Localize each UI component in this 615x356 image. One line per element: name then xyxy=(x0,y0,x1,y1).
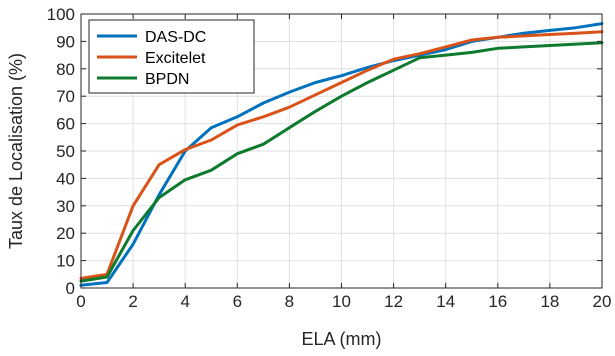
y-tick-label: 50 xyxy=(56,142,75,161)
y-tick-label: 10 xyxy=(56,252,75,271)
x-tick-label: 8 xyxy=(285,292,294,311)
y-tick-label: 40 xyxy=(56,169,75,188)
x-tick-label: 2 xyxy=(128,292,137,311)
x-tick-label: 6 xyxy=(233,292,242,311)
y-tick-label: 20 xyxy=(56,224,75,243)
y-tick-label: 100 xyxy=(47,5,75,24)
legend-label-das-dc: DAS-DC xyxy=(145,29,206,46)
x-tick-label: 18 xyxy=(540,292,559,311)
x-tick-label: 4 xyxy=(180,292,189,311)
x-tick-label: 16 xyxy=(488,292,507,311)
y-tick-label: 70 xyxy=(56,87,75,106)
y-tick-label: 30 xyxy=(56,197,75,216)
legend-label-bpdn: BPDN xyxy=(145,71,189,88)
y-tick-label: 60 xyxy=(56,115,75,134)
y-tick-label: 90 xyxy=(56,32,75,51)
y-tick-label: 0 xyxy=(66,279,75,298)
x-axis-label: ELA (mm) xyxy=(301,329,381,349)
series-line-excitelet xyxy=(79,30,604,280)
series-layer xyxy=(79,22,604,287)
ticks: 0 2 4 6 8 10 12 14 16 18 20 0 10 20 30 40 50 60 70 80 90 100 xyxy=(47,5,612,311)
x-tick-label: 0 xyxy=(76,292,85,311)
x-tick-label: 12 xyxy=(384,292,403,311)
legend: DAS-DC Excitelet BPDN xyxy=(88,19,255,94)
y-tick-label: 80 xyxy=(56,60,75,79)
legend-label-excitelet: Excitelet xyxy=(145,50,206,67)
x-tick-label: 10 xyxy=(332,292,351,311)
series-line-bpdn xyxy=(79,41,604,283)
x-tick-label: 20 xyxy=(593,292,612,311)
x-tick-label: 14 xyxy=(436,292,455,311)
series-line-das-dc xyxy=(79,22,604,287)
y-axis-label: Taux de Localisation (%) xyxy=(6,53,26,249)
